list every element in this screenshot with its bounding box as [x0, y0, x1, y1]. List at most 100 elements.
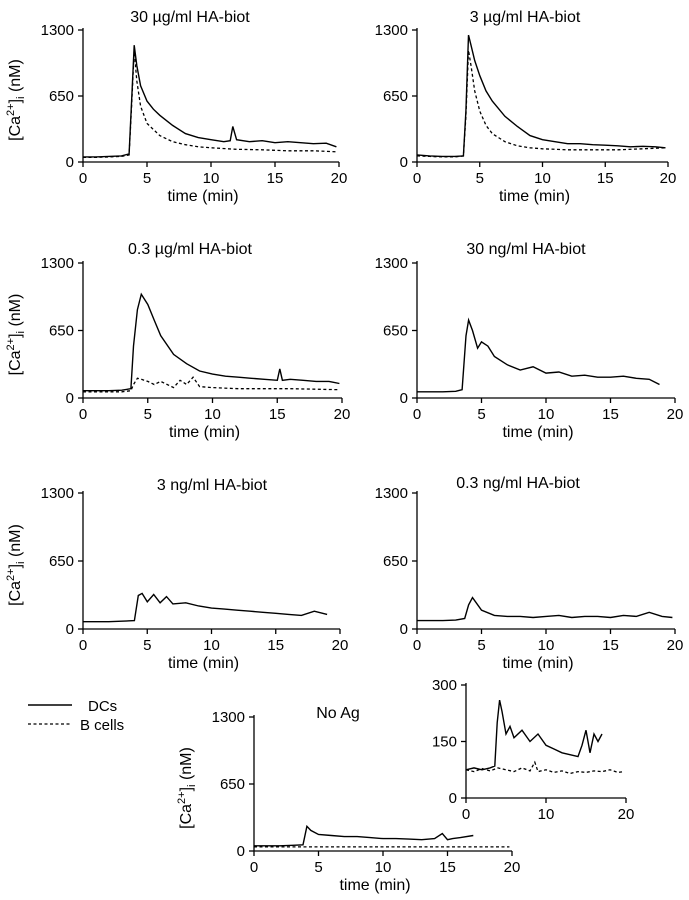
panel-3: 0 5 10 15 20 0 650 1300 time (min) [Ca2+]i (nM) 0.… [5, 241, 350, 441]
y-tick-label: 1300 [212, 709, 245, 726]
x-tick-label: 10 [534, 170, 551, 187]
axis-lines [416, 261, 675, 399]
x-tick-label: 0 [250, 859, 258, 876]
panel-4: 0 5 10 15 20 0 650 1300 time (min) 30 ng/ml HA-bi… [375, 241, 684, 441]
y-tick-label: 650 [220, 776, 245, 793]
dcs-series-line [417, 317, 660, 393]
x-tick-label: 20 [504, 859, 521, 876]
x-tick-label: 0 [413, 637, 421, 654]
x-tick-label: 0 [79, 406, 87, 423]
bcells-series-line [83, 376, 340, 393]
x-tick-label: 10 [538, 806, 555, 823]
panel-title: 0.3 ng/ml HA-biot [456, 475, 580, 492]
x-axis-title: time (min) [167, 188, 238, 205]
y-tick-label: 650 [383, 323, 408, 340]
bcells-series-line [465, 760, 625, 775]
panel-title: 0.3 µg/ml HA-biot [128, 241, 252, 258]
dcs-series-line [83, 45, 337, 158]
x-tick-label: 0 [413, 406, 421, 423]
y-tick-label: 0 [66, 621, 74, 638]
x-axis-title: time (min) [339, 877, 410, 894]
x-tick-label: 20 [332, 637, 349, 654]
x-tick-label: 15 [597, 170, 614, 187]
x-tick-label: 5 [476, 170, 484, 187]
y-axis-title: [Ca2+]i (nM) [5, 59, 27, 141]
x-tick-label: 20 [618, 806, 635, 823]
panel-8: 0 10 20 0 150 300 [432, 677, 634, 823]
y-tick-label: 1300 [375, 485, 408, 502]
x-axis-title: time (min) [169, 424, 240, 441]
x-tick-label: 15 [267, 170, 284, 187]
y-tick-label: 650 [49, 323, 74, 340]
dcs-series-line [83, 292, 340, 392]
x-tick-label: 15 [602, 637, 619, 654]
panel-title: No Ag [316, 705, 360, 722]
x-tick-label: 10 [538, 406, 555, 423]
y-tick-label: 1300 [41, 485, 74, 502]
x-tick-label: 5 [143, 637, 151, 654]
y-tick-label: 0 [66, 390, 74, 407]
x-axis-title: time (min) [502, 655, 573, 672]
panel-2: 0 5 10 15 20 0 650 1300 time (min) 3 µg/ml HA-bio… [375, 9, 677, 205]
dcs-series-line [83, 592, 328, 623]
dcs-series-line [254, 824, 474, 847]
y-tick-label: 0 [400, 390, 408, 407]
x-tick-label: 10 [375, 859, 392, 876]
y-tick-label: 650 [383, 88, 408, 105]
x-tick-label: 0 [79, 637, 87, 654]
x-tick-label: 5 [477, 637, 485, 654]
panel-title: 3 ng/ml HA-biot [157, 477, 268, 494]
axis-lines [416, 491, 675, 630]
x-tick-label: 15 [602, 406, 619, 423]
axis-lines [253, 715, 512, 852]
y-axis-title: [Ca2+]i (nM) [176, 747, 198, 829]
y-tick-label: 150 [432, 734, 457, 751]
x-tick-label: 20 [667, 637, 684, 654]
x-tick-label: 0 [79, 170, 87, 187]
y-tick-label: 650 [383, 553, 408, 570]
x-tick-label: 5 [144, 406, 152, 423]
legend-bcells-label: B cells [80, 717, 124, 734]
panel-title: 3 µg/ml HA-biot [470, 9, 581, 26]
x-tick-label: 0 [462, 806, 470, 823]
x-tick-label: 15 [439, 859, 456, 876]
y-axis-title: [Ca2+]i (nM) [5, 524, 27, 606]
x-tick-label: 10 [203, 637, 220, 654]
x-axis-title: time (min) [502, 424, 573, 441]
bcells-series-line [83, 50, 337, 159]
x-tick-label: 10 [204, 406, 221, 423]
panel-7: 0 5 10 15 20 0 650 1300 time (min) [Ca2+]i (nM) No… [176, 705, 520, 894]
x-tick-label: 20 [334, 406, 351, 423]
panel-title: 30 ng/ml HA-biot [466, 241, 586, 258]
y-tick-label: 0 [400, 154, 408, 171]
axis-lines [82, 28, 339, 163]
dcs-series-line [465, 699, 603, 771]
y-tick-label: 1300 [41, 255, 74, 272]
y-tick-label: 1300 [375, 255, 408, 272]
y-tick-label: 650 [49, 88, 74, 105]
dcs-series-line [417, 596, 673, 622]
panel-1: 0 5 10 15 20 0 650 1300 time (min) [Ca2+]i (nM) 30… [5, 9, 347, 205]
panel-title: 30 µg/ml HA-biot [130, 9, 250, 26]
panels: 0 5 10 15 20 0 650 1300 time (min) [Ca2+]i (nM) 30… [5, 9, 683, 894]
x-tick-label: 5 [477, 406, 485, 423]
axis-lines [416, 28, 668, 163]
y-tick-label: 0 [449, 790, 457, 807]
bcells-series-line [416, 50, 666, 158]
y-axis-title: [Ca2+]i (nM) [5, 294, 27, 376]
legend: DCs B cells [28, 698, 124, 734]
y-tick-label: 0 [237, 843, 245, 860]
x-tick-label: 15 [269, 406, 286, 423]
dcs-series-line [416, 34, 666, 158]
x-tick-label: 20 [667, 406, 684, 423]
y-tick-label: 650 [49, 553, 74, 570]
panel-5: 0 5 10 15 20 0 650 1300 time (min) [Ca2+]i (nM) 3 … [5, 477, 348, 672]
x-tick-label: 15 [267, 637, 284, 654]
y-tick-label: 300 [432, 677, 457, 694]
legend-dcs-label: DCs [88, 698, 117, 715]
y-tick-label: 0 [66, 154, 74, 171]
x-axis-title: time (min) [499, 188, 570, 205]
x-tick-label: 0 [413, 170, 421, 187]
panel-6: 0 5 10 15 20 0 650 1300 time (min) 0.3 ng/ml HA-b… [375, 475, 684, 672]
